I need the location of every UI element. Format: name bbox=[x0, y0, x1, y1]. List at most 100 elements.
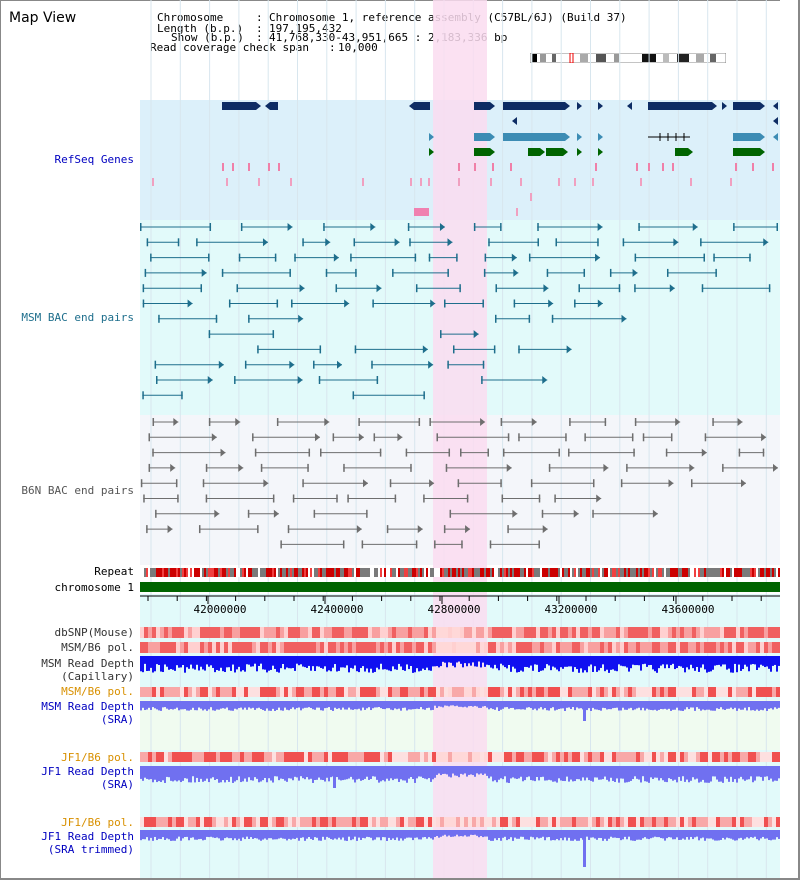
b6n-bac-end bbox=[272, 494, 275, 503]
repeat-mark bbox=[492, 568, 494, 577]
b6n-bac-arrow bbox=[167, 525, 173, 534]
repeat-mark bbox=[392, 568, 394, 577]
repeat-mark bbox=[410, 568, 412, 577]
depth-bar bbox=[644, 701, 646, 711]
depth-bar bbox=[688, 656, 690, 670]
heatmap-cell bbox=[456, 817, 460, 827]
depth-bar bbox=[674, 766, 676, 780]
depth-bar bbox=[486, 701, 488, 708]
msm-bac-end bbox=[768, 284, 771, 293]
depth-bar bbox=[770, 766, 772, 779]
track-label-msm-bac[interactable]: MSM BAC end pairs bbox=[21, 311, 134, 324]
pink-mark bbox=[410, 178, 412, 186]
depth-bar bbox=[492, 766, 494, 782]
depth-bar bbox=[340, 656, 342, 668]
heatmap-cell bbox=[756, 752, 760, 762]
b6n-bac-end bbox=[152, 448, 154, 457]
heatmap-cell bbox=[624, 817, 628, 827]
heatmap-cell bbox=[256, 752, 260, 762]
depth-bar bbox=[510, 766, 512, 779]
depth-bar bbox=[198, 656, 200, 671]
heatmap-cell bbox=[440, 627, 444, 638]
repeat-mark bbox=[630, 568, 632, 577]
repeat-mark bbox=[544, 568, 546, 577]
repeat-mark bbox=[364, 568, 366, 577]
msm-bac-end bbox=[481, 376, 483, 384]
msm-bac-end bbox=[209, 223, 212, 231]
repeat-mark bbox=[458, 568, 460, 577]
depth-bar bbox=[236, 766, 238, 781]
track-label-refseq[interactable]: RefSeq Genes bbox=[54, 153, 134, 166]
depth-bar bbox=[574, 766, 576, 782]
depth-bar bbox=[292, 656, 294, 669]
heatmap-cell bbox=[408, 627, 412, 638]
track-label-jf1-depth-sra[interactable]: JF1 Read Depth bbox=[41, 765, 134, 778]
track-label-jf1-depth-trim[interactable]: JF1 Read Depth bbox=[41, 830, 134, 843]
depth-bar bbox=[746, 656, 748, 667]
track-label-repeat[interactable]: Repeat bbox=[94, 565, 134, 578]
depth-bar bbox=[472, 656, 474, 663]
track-label-b6n-bac[interactable]: B6N BAC end pairs bbox=[21, 484, 134, 497]
repeat-mark bbox=[452, 568, 454, 577]
track-label-dbsnp[interactable]: dbSNP(Mouse) bbox=[54, 626, 134, 639]
heatmap-cell bbox=[436, 817, 440, 827]
depth-bar bbox=[448, 701, 450, 707]
heatmap-cell bbox=[460, 817, 464, 827]
track-label-jf1-b6-pol[interactable]: JF1/B6 pol. bbox=[61, 751, 134, 764]
depth-bar bbox=[618, 766, 620, 783]
depth-bar bbox=[352, 766, 354, 780]
heatmap-cell bbox=[300, 627, 304, 638]
depth-bar bbox=[272, 830, 274, 840]
msm-bac-arrow bbox=[439, 223, 445, 231]
depth-bar bbox=[726, 830, 728, 838]
heatmap-cell bbox=[304, 642, 308, 653]
pink-mark bbox=[730, 178, 732, 186]
depth-bar bbox=[268, 830, 270, 839]
depth-bar bbox=[440, 656, 442, 667]
msm-bac-end bbox=[236, 284, 239, 293]
depth-bar bbox=[294, 701, 296, 710]
depth-bar bbox=[324, 656, 326, 667]
track-label-msm-b6-pol[interactable]: MSM/B6 pol. bbox=[61, 641, 134, 654]
depth-bar bbox=[318, 701, 320, 708]
heatmap-cell bbox=[564, 817, 568, 827]
heatmap-cell bbox=[364, 642, 368, 653]
depth-bar bbox=[262, 830, 264, 840]
depth-bar bbox=[640, 656, 642, 671]
track-label-jf1-b6-pol-2[interactable]: JF1/B6 pol. bbox=[61, 816, 134, 829]
gene-strand-arrow bbox=[429, 133, 434, 141]
depth-bar bbox=[348, 656, 350, 673]
track-label-msm-depth-sra[interactable]: MSM Read Depth bbox=[41, 700, 134, 713]
msm-bac-end bbox=[776, 223, 778, 231]
heatmap-cell bbox=[732, 642, 736, 653]
depth-bar bbox=[670, 701, 672, 711]
depth-bar bbox=[538, 656, 540, 672]
heatmap-cell bbox=[264, 687, 268, 697]
depth-bar bbox=[516, 830, 518, 839]
pink-mark bbox=[640, 178, 642, 186]
depth-bar bbox=[362, 701, 364, 708]
depth-bar bbox=[408, 830, 410, 838]
heatmap-cell bbox=[768, 817, 772, 827]
heatmap-cell bbox=[312, 642, 316, 653]
repeat-mark bbox=[720, 568, 722, 577]
heatmap-cell bbox=[268, 817, 272, 827]
depth-bar bbox=[636, 701, 638, 709]
depth-bar bbox=[414, 656, 416, 673]
depth-bar bbox=[300, 766, 302, 777]
depth-bar bbox=[420, 830, 422, 840]
depth-bar bbox=[162, 656, 164, 673]
depth-bar bbox=[154, 656, 156, 672]
depth-bar bbox=[770, 830, 772, 841]
track-label-msm-depth-cap[interactable]: MSM Read Depth bbox=[41, 657, 134, 670]
depth-bar bbox=[578, 830, 580, 841]
track-label-msm-b6-pol-2[interactable]: MSM/B6 pol. bbox=[61, 685, 134, 698]
highlight-region[interactable] bbox=[433, 0, 487, 878]
depth-bar bbox=[730, 656, 732, 673]
pink-mark bbox=[636, 163, 638, 171]
depth-bar bbox=[462, 656, 464, 668]
depth-bar bbox=[216, 656, 218, 671]
repeat-mark bbox=[252, 568, 254, 577]
heatmap-cell bbox=[164, 752, 168, 762]
